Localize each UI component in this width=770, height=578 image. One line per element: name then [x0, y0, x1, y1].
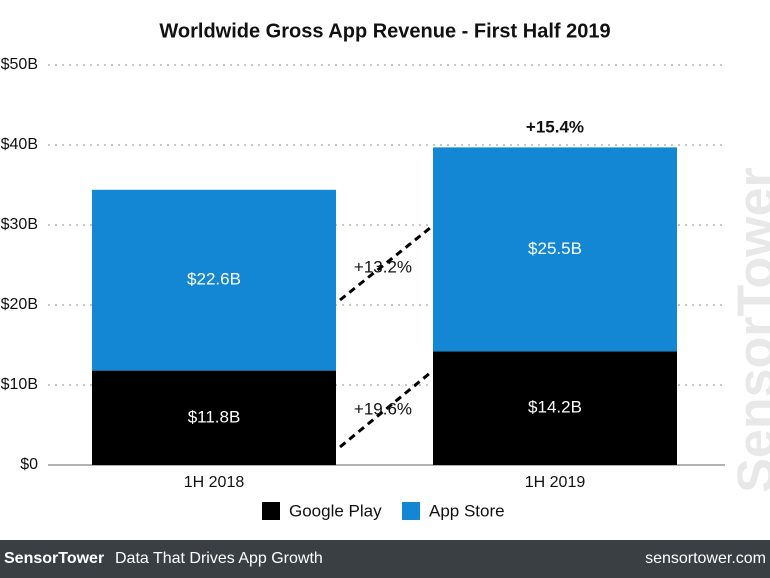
bar-segment [92, 189, 336, 371]
legend-swatch [402, 502, 420, 520]
annotation: +19.6% [354, 399, 412, 418]
connectors [339, 226, 431, 449]
y-tick-label: $40B [1, 136, 38, 153]
y-tick-label: $10B [1, 376, 38, 393]
footer-brand: SensorTower [4, 550, 104, 567]
chart-title: Worldwide Gross App Revenue - First Half… [159, 20, 610, 42]
legend-swatch [262, 502, 280, 520]
x-tick-label: 1H 2018 [184, 474, 245, 491]
footer-url: sensortower.com [645, 550, 766, 567]
connector [339, 226, 431, 302]
legend-label: App Store [429, 501, 505, 520]
watermark: SensorTower [728, 167, 770, 493]
connector [339, 371, 431, 449]
y-tick-label: $0 [20, 456, 38, 473]
bar-segment [433, 147, 677, 352]
data-label: $22.6B [187, 270, 241, 289]
annotation: +13.2% [354, 257, 412, 276]
annotation: +15.4% [526, 117, 584, 136]
data-label: $11.8B [188, 407, 241, 426]
y-tick-label: $20B [1, 296, 38, 313]
footer-tagline: Data That Drives App Growth [115, 550, 323, 567]
bar-segment [92, 370, 336, 465]
data-label: $14.2B [528, 398, 582, 417]
y-tick-label: $50B [1, 56, 38, 73]
footer-bar [0, 540, 770, 578]
data-label: $25.5B [528, 239, 582, 258]
bar-segment [433, 351, 677, 465]
x-tick-label: 1H 2019 [525, 474, 586, 491]
legend-label: Google Play [289, 501, 382, 520]
y-tick-label: $30B [1, 216, 38, 233]
